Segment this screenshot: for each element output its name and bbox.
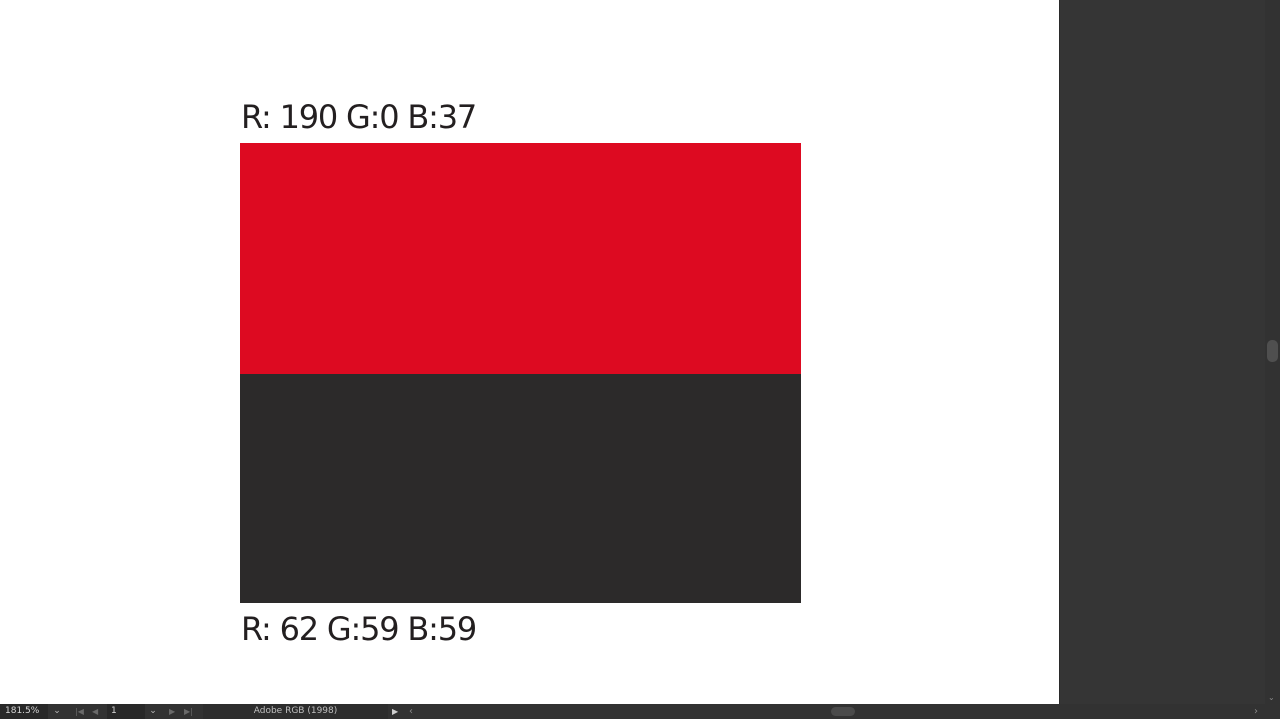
play-arrow-icon[interactable]: ▶: [392, 707, 399, 716]
dark-swatch-rectangle[interactable]: [240, 374, 801, 603]
red-swatch-rectangle[interactable]: [240, 143, 801, 374]
artboard-number-field[interactable]: 1: [107, 704, 145, 719]
next-page-icon[interactable]: ▶: [169, 707, 176, 716]
color-profile-status[interactable]: Adobe RGB (1998): [203, 704, 388, 719]
zoom-level-field[interactable]: 181.5%: [0, 704, 48, 719]
artboard-canvas[interactable]: R: 190 G:0 B:37 R: 62 G:59 B:59: [0, 0, 1059, 704]
prev-page-icon[interactable]: ◀: [92, 707, 99, 716]
horizontal-scroll-thumb[interactable]: [831, 707, 855, 716]
chevron-right-icon[interactable]: ›: [1254, 706, 1258, 717]
bottom-color-label[interactable]: R: 62 G:59 B:59: [241, 610, 477, 648]
chevron-down-icon[interactable]: ⌄: [1268, 693, 1275, 702]
right-panel-area: [1059, 0, 1265, 704]
last-page-icon[interactable]: ▶|: [184, 707, 193, 716]
chevron-down-icon[interactable]: ⌄: [149, 706, 157, 716]
chevron-left-icon[interactable]: ‹: [409, 706, 413, 717]
status-bar: 181.5% ⌄ |◀ ◀ 1 ⌄ ▶ ▶| Adobe RGB (1998) …: [0, 704, 1280, 719]
first-page-icon[interactable]: |◀: [75, 707, 84, 716]
chevron-down-icon[interactable]: ⌄: [53, 706, 61, 716]
vertical-scrollbar[interactable]: ⌄: [1265, 0, 1280, 704]
vertical-scroll-thumb[interactable]: [1267, 340, 1278, 362]
top-color-label[interactable]: R: 190 G:0 B:37: [241, 98, 477, 136]
